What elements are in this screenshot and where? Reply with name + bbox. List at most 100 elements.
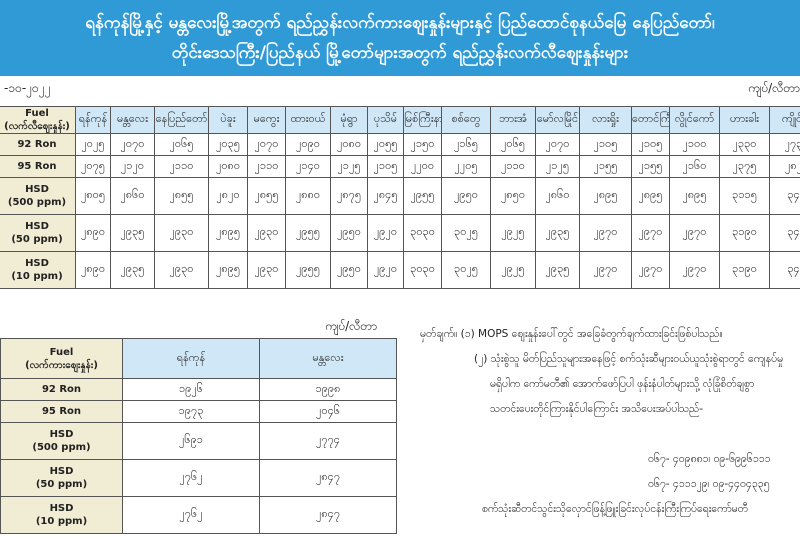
price-cell: ၂၉၇၀ bbox=[579, 251, 632, 289]
city-header: ရန်ကုန် bbox=[75, 106, 111, 134]
price-cell: ၂၀၆၅ bbox=[490, 133, 536, 156]
price-cell: ၂၁၀၅ bbox=[631, 133, 670, 156]
price-cell: ၂၉၂၀ bbox=[367, 214, 404, 252]
city-header: မော်လမြိုင် bbox=[535, 106, 580, 134]
fuel-type-name: HSD bbox=[49, 503, 74, 514]
unit-label: ကျပ်/လီတာ bbox=[747, 81, 800, 95]
table-row: 95 Ron ၁၉၇၃ ၂၀၄၆ bbox=[0, 400, 397, 423]
price-cell: ၂၈၈၀ bbox=[285, 177, 331, 215]
price-cell: ၂၁၂၅ bbox=[535, 155, 580, 178]
price-cell: ၂၀၇၀ bbox=[535, 133, 580, 156]
fuel-type-name: 95 Ron bbox=[41, 406, 82, 417]
city-header: ပုသိမ် bbox=[367, 106, 404, 134]
price-cell: ၂၈၀၅ bbox=[75, 177, 111, 215]
fuel-type: 92 Ron bbox=[0, 378, 123, 401]
price-cell: ၃၄ bbox=[769, 177, 800, 215]
price-cell: ၂၀၉၀ bbox=[285, 133, 331, 156]
city-header: ကျိုင်း bbox=[769, 106, 800, 134]
price-cell: ၂၈၄၇ bbox=[259, 459, 397, 497]
city-header: နေပြည်တော် bbox=[154, 106, 209, 134]
table-row: 95 Ron ၂၀၇၅ ၂၁၂၀ ၂၁၁၀ ၂၀၈၀ ၂၁၁၀ ၂၁၄၀ ၂၁၂၅ ၂၁၀၅ ၂၂… bbox=[0, 155, 800, 178]
fuel-type-spec: (50 ppm) bbox=[35, 479, 88, 490]
price-cell: ၂၉၂၀ bbox=[367, 251, 404, 289]
price-cell: ၂၈၂ bbox=[769, 155, 800, 178]
table-row: HSD (50 ppm) ၂၇၆၂ ၂၈၄၇ bbox=[0, 459, 397, 497]
table-row: HSD (500 ppm) ၂၈၀၅ ၂၈၆၀ ၂၈၅၅ ၂၈၂၀ ၂၈၅၅ ၂၈၈၀ ၂၈၇၅… bbox=[0, 177, 800, 215]
fuel-type-name: HSD bbox=[49, 429, 74, 440]
price-cell: ၂၁၁၀ bbox=[490, 155, 536, 178]
price-cell: ၂၉၇၀ bbox=[669, 214, 720, 252]
city-header: ပဲခူး bbox=[208, 106, 248, 134]
price-cell: ၂၁၂၅ bbox=[330, 155, 368, 178]
price-cell: ၂၇၇၄ bbox=[259, 422, 397, 460]
price-cell: ၂၉၃၀ bbox=[247, 251, 286, 289]
phone-1: ၀၆၇- ၄၀၉၈၈၁၊ ၀၉-၆၉၉၆၁၁၁ bbox=[648, 453, 771, 465]
price-cell: ၂၉၂၅ bbox=[490, 251, 536, 289]
fuel-label: Fuel bbox=[49, 346, 74, 358]
fuel-header: Fuel (လက်ကားစျေးနှုန်း) bbox=[0, 338, 123, 379]
fuel-type-name: HSD bbox=[49, 466, 74, 477]
fuel-type-name: HSD bbox=[25, 221, 49, 232]
price-cell: ၃၄ bbox=[769, 251, 800, 289]
price-cell: ၂၉၃၀ bbox=[154, 251, 209, 289]
price-cell: ၂၀၃၅ bbox=[208, 133, 248, 156]
price-cell: ၂၉၃၅ bbox=[110, 251, 155, 289]
price-cell: ၂၀၆၅ bbox=[154, 133, 209, 156]
price-cell: ၂၉၅၀ bbox=[330, 214, 368, 252]
fuel-type: HSD (500 ppm) bbox=[0, 177, 76, 215]
price-cell: ၂၉၅၅ bbox=[285, 214, 331, 252]
price-cell: ၁၉၇၃ bbox=[122, 400, 260, 423]
title-line-2: တိုင်းဒေသကြီး/ပြည်နယ် မြို့တော်များအတွက်… bbox=[171, 43, 629, 63]
price-cell: ၂၉၅၀ bbox=[330, 251, 368, 289]
price-cell: ၂၉၅၅ bbox=[403, 177, 442, 215]
unit-label-wholesale: ကျပ်/လီတာ bbox=[325, 319, 378, 333]
price-cell: ၂၁၁၀ bbox=[247, 155, 286, 178]
fuel-type-spec: (500 ppm) bbox=[7, 197, 67, 208]
price-cell: ၂၀၇၀ bbox=[247, 133, 286, 156]
price-cell: ၂၀၇၅ bbox=[75, 155, 111, 178]
fuel-type-name: HSD bbox=[25, 184, 49, 195]
price-cell: ၂၈၄၇ bbox=[259, 496, 397, 534]
fuel-type-name: HSD bbox=[25, 258, 49, 269]
city-header: ဘားအံ bbox=[490, 106, 536, 134]
fuel-type-spec: (10 ppm) bbox=[11, 271, 63, 282]
city-header: တောင်ကြီး bbox=[631, 106, 670, 134]
fuel-header: Fuel (လက်လီစျေးနှုန်း) bbox=[0, 106, 76, 134]
price-cell: ၁၉၉၈ bbox=[259, 378, 397, 401]
retail-price-table: Fuel (လက်လီစျေးနှုန်း) ရန်ကုန် မန္တလေး နေပြည… bbox=[0, 106, 800, 289]
city-header: မကွေး bbox=[247, 106, 286, 134]
note-1: မှတ်ချက်။ (၁) MOPS စျေးနှုန်းပေါ်တွင် အခ… bbox=[420, 328, 723, 340]
price-cell: ၂၀၈၀ bbox=[330, 133, 368, 156]
price-cell: ၂၆၉၁ bbox=[122, 422, 260, 460]
price-cell: ၂၉၂၅ bbox=[490, 214, 536, 252]
fuel-type: HSD (10 ppm) bbox=[0, 251, 76, 289]
fuel-type-name: 95 Ron bbox=[17, 161, 57, 172]
wholesale-price-table: Fuel (လက်ကားစျေးနှုန်း) ရန်ကုန် မန္တလေး 92 R… bbox=[0, 338, 397, 534]
fuel-type-name: 92 Ron bbox=[17, 139, 57, 150]
price-cell: ၃၁၁၅ bbox=[719, 177, 770, 215]
fuel-type-name: 92 Ron bbox=[41, 384, 82, 395]
price-cell: ၂၀၇၀ bbox=[110, 133, 155, 156]
fuel-type-spec: (10 ppm) bbox=[35, 516, 88, 527]
price-cell: ၂၃၃၀ bbox=[719, 133, 770, 156]
price-cell: ၂၀၈၀ bbox=[208, 155, 248, 178]
price-cell: ၂၉၃၅ bbox=[110, 214, 155, 252]
fuel-type: 95 Ron bbox=[0, 400, 123, 423]
table-row: HSD (500 ppm) ၂၆၉၁ ၂၇၇၄ bbox=[0, 422, 397, 460]
price-cell: ၃၁၉၀ bbox=[719, 251, 770, 289]
fuel-type: HSD (500 ppm) bbox=[0, 422, 123, 460]
fuel-type-spec: (50 ppm) bbox=[11, 234, 63, 245]
price-cell: ၂၁၅၅ bbox=[631, 155, 670, 178]
header-row: Fuel (လက်ကားစျေးနှုန်း) ရန်ကုန် မန္တလေး bbox=[0, 338, 397, 379]
price-cell: ၂၈၉၅ bbox=[669, 177, 720, 215]
title-line-1: ရန်ကုန်မြို့နှင့် မန္တလေးမြို့အတွက် ရည်ည… bbox=[85, 13, 715, 33]
fuel-label: Fuel bbox=[25, 108, 49, 119]
notes: မှတ်ချက်။ (၁) MOPS စျေးနှုန်းပေါ်တွင် အခ… bbox=[420, 322, 800, 522]
note-2: (၂) သုံးစွဲသူ မိတ်ပြည်သူများအနေဖြင့် စက်… bbox=[474, 353, 784, 365]
price-cell: ၂၁၀၀ bbox=[669, 133, 720, 156]
price-cell: ၂၈၆၀ bbox=[110, 177, 155, 215]
fuel-type-spec: (500 ppm) bbox=[32, 442, 91, 453]
price-cell: ၂၂၀၀ bbox=[403, 155, 442, 178]
price-cell: ၂၉၃၅ bbox=[535, 214, 580, 252]
note-2-cont: မရှိပါက ကော်မတီ၏ အောက်ဖော်ပြပါ ဖုန်းနံပါ… bbox=[490, 378, 755, 390]
